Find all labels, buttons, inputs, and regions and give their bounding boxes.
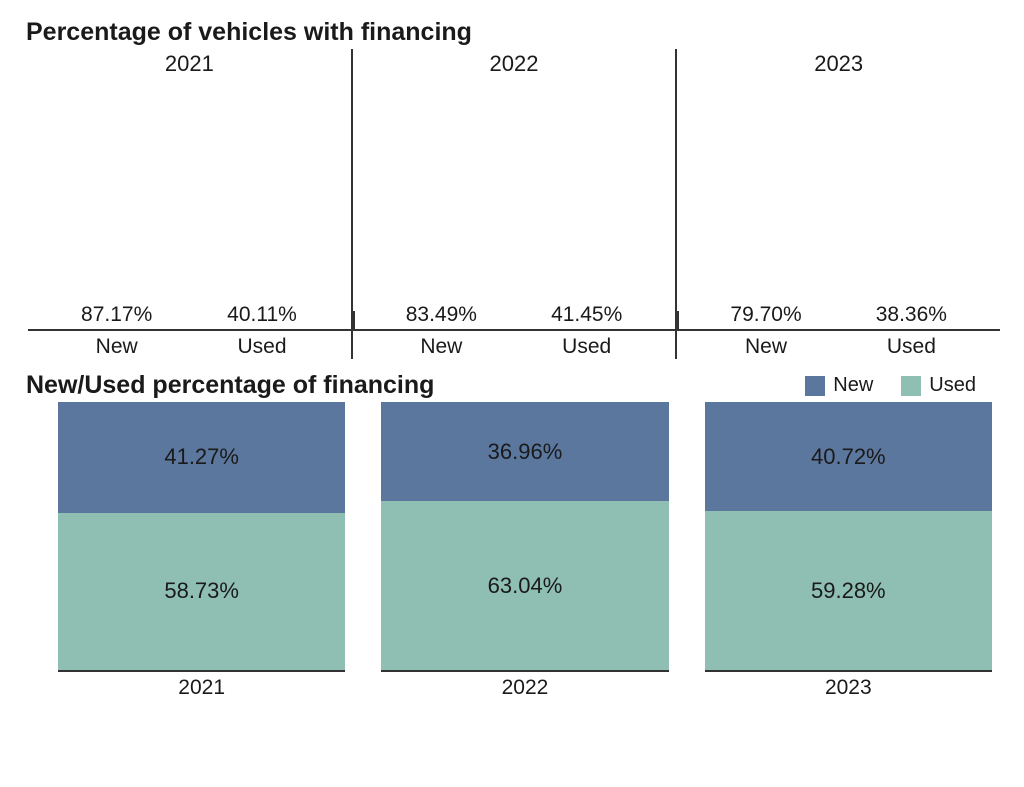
facet-divider-tick [353,311,355,329]
legend-item-new: New [805,374,873,397]
bar-value-label: 38.36% [876,303,947,327]
bar-new: 87.17% [44,303,189,329]
facet-year-label: 2022 [353,49,676,77]
facet-plot: 79.70% 38.36% [677,77,1000,331]
legend-item-used: Used [901,374,976,397]
bar-value-label: 83.49% [406,303,477,327]
segment-new: 41.27% [58,402,345,513]
facet-x-axis: New Used [353,331,676,359]
chart2-legend: New Used [805,374,1000,397]
x-tick-label: Used [514,335,659,359]
x-tick-label: 2022 [381,670,668,700]
bar-new: 83.49% [369,303,514,329]
segment-new: 40.72% [705,402,992,511]
bar-value-label: 40.11% [227,303,297,327]
chart1-title: Percentage of vehicles with financing [26,18,1000,47]
segment-new: 36.96% [381,402,668,501]
chart2-title: New/Used percentage of financing [26,371,805,400]
bar-used: 40.11% [189,303,334,329]
x-tick-label: New [693,335,838,359]
facet-year-label: 2023 [677,49,1000,77]
chart1-facet-2021: 2021 87.17% 40.11% New Used [28,49,351,359]
facet-divider-tick [677,311,679,329]
stack: 36.96% 63.04% [381,400,668,670]
segment-used: 59.28% [705,511,992,670]
legend-label: New [833,374,873,397]
bar-value-label: 41.45% [551,303,622,327]
segment-used: 58.73% [58,513,345,670]
facet-plot: 83.49% 41.45% [353,77,676,331]
x-tick-label: New [369,335,514,359]
bar-used: 38.36% [839,303,984,329]
facet-x-axis: New Used [28,331,351,359]
chart2: 41.27% 58.73% 2021 36.96% 63.04% 2022 40… [24,400,1000,700]
segment-used: 63.04% [381,501,668,670]
facet-year-label: 2021 [28,49,351,77]
legend-label: Used [929,374,976,397]
chart2-col-2021: 41.27% 58.73% 2021 [58,400,345,700]
bar-value-label: 87.17% [81,303,152,327]
chart1-facet-2022: 2022 83.49% 41.45% New Used [351,49,676,359]
chart1-facet-2023: 2023 79.70% 38.36% New Used [675,49,1000,359]
chart1: 2021 87.17% 40.11% New Used 2022 [24,49,1000,359]
x-tick-label: 2021 [58,670,345,700]
stack: 41.27% 58.73% [58,400,345,670]
chart2-col-2023: 40.72% 59.28% 2023 [705,400,992,700]
facet-x-axis: New Used [677,331,1000,359]
x-tick-label: 2023 [705,670,992,700]
x-tick-label: Used [839,335,984,359]
stack: 40.72% 59.28% [705,400,992,670]
bar-used: 41.45% [514,303,659,329]
bar-new: 79.70% [693,303,838,329]
legend-swatch-icon [901,376,921,396]
x-tick-label: New [44,335,189,359]
x-tick-label: Used [189,335,334,359]
chart2-col-2022: 36.96% 63.04% 2022 [381,400,668,700]
legend-swatch-icon [805,376,825,396]
bar-value-label: 79.70% [730,303,801,327]
facet-plot: 87.17% 40.11% [28,77,351,331]
